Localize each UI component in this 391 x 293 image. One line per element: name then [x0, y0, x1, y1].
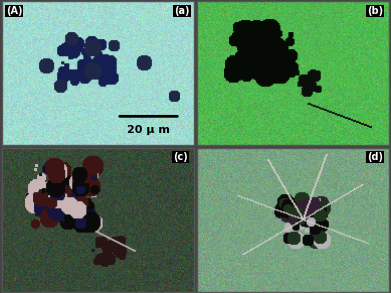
Text: 20 μ m: 20 μ m — [127, 125, 170, 135]
Text: (b): (b) — [367, 6, 383, 16]
Text: (A): (A) — [6, 6, 22, 16]
Text: (a): (a) — [174, 6, 190, 16]
Text: (d): (d) — [367, 152, 383, 162]
Text: (c): (c) — [173, 152, 188, 162]
